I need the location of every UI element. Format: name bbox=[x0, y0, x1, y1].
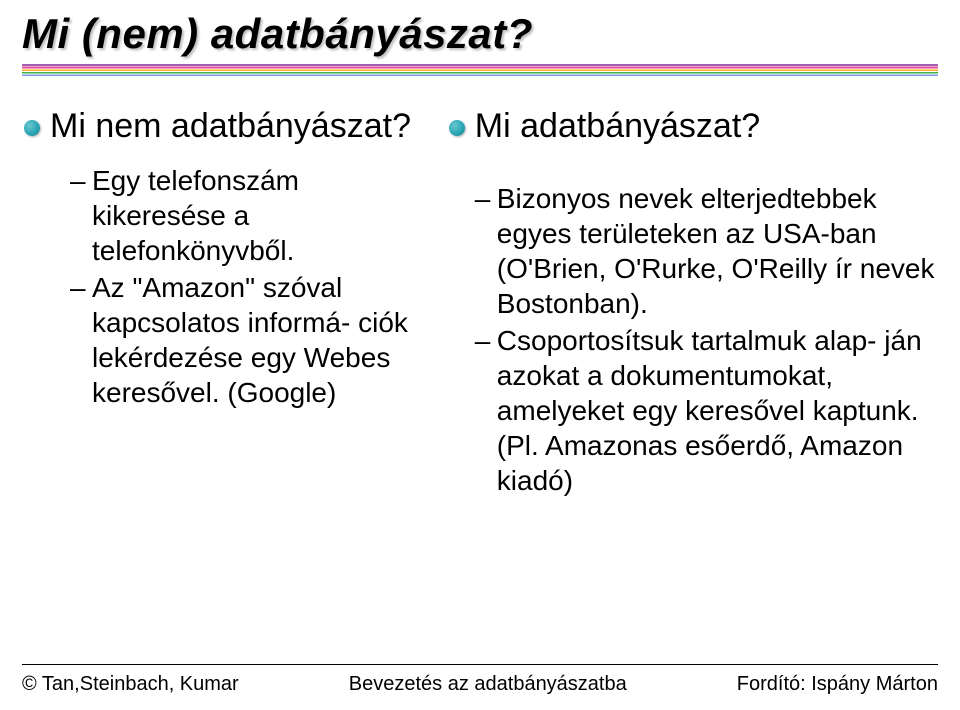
left-column: Mi nem adatbányászat? Egy telefonszám ki… bbox=[20, 106, 425, 508]
list-item: Az "Amazon" szóval kapcsolatos informá- … bbox=[70, 270, 425, 410]
footer-left: © Tan,Steinbach, Kumar bbox=[22, 673, 239, 696]
left-subitems: Egy telefonszám kikeresése a telefonköny… bbox=[20, 163, 425, 410]
left-heading-item: Mi nem adatbányászat? bbox=[20, 106, 425, 147]
list-item: Bizonyos nevek elterjedtebbek egyes terü… bbox=[475, 181, 942, 321]
content-row: Mi nem adatbányászat? Egy telefonszám ki… bbox=[0, 76, 960, 508]
slide: Mi (nem) adatbányászat? Mi nem adatbányá… bbox=[0, 0, 960, 710]
footer: © Tan,Steinbach, Kumar Bevezetés az adat… bbox=[22, 664, 938, 696]
list-item: Egy telefonszám kikeresése a telefonköny… bbox=[70, 163, 425, 268]
right-heading-item: Mi adatbányászat? bbox=[445, 106, 942, 147]
footer-center: Bevezetés az adatbányászatba bbox=[349, 673, 627, 696]
slide-title: Mi (nem) adatbányászat? bbox=[0, 0, 960, 64]
right-column: Mi adatbányászat? Bizonyos nevek elterje… bbox=[445, 106, 942, 508]
footer-right: Fordító: Ispány Márton bbox=[737, 673, 938, 696]
list-item: Csoportosítsuk tartalmuk alap- ján azoka… bbox=[475, 323, 942, 498]
right-subitems: Bizonyos nevek elterjedtebbek egyes terü… bbox=[445, 181, 942, 498]
title-underline bbox=[22, 64, 938, 76]
left-heading: Mi nem adatbányászat? bbox=[50, 106, 425, 147]
right-heading: Mi adatbányászat? bbox=[475, 106, 942, 147]
